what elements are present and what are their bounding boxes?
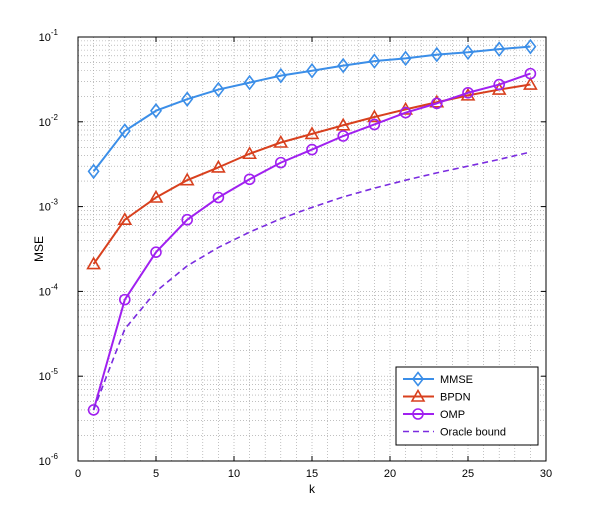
data-point-omp (243, 173, 256, 186)
data-point-bpdn (148, 189, 164, 203)
series-line-omp (92, 72, 531, 411)
legend-entry-oracle-bound: Oracle bound (403, 427, 506, 439)
series-line-mmse (92, 45, 531, 173)
x-tick-label: 25 (462, 468, 474, 480)
legend-entry-mmse: MMSE (403, 371, 473, 387)
data-point-mmse (243, 74, 256, 91)
legend-entry-bpdn: BPDN (403, 388, 471, 404)
legend-label-omp: OMP (440, 409, 465, 421)
data-point-mmse (212, 81, 225, 98)
data-point-bpdn (86, 256, 101, 270)
data-point-omp (337, 130, 350, 142)
data-point-omp (493, 78, 506, 91)
x-tick-label: 15 (306, 468, 318, 480)
series-omp (87, 67, 537, 416)
data-point-bpdn (179, 172, 195, 186)
data-point-mmse (399, 50, 412, 67)
x-tick-label: 30 (540, 468, 552, 480)
data-point-mmse (274, 67, 287, 84)
data-point-omp (462, 86, 474, 99)
data-point-mmse (493, 41, 506, 57)
data-point-mmse (118, 123, 131, 139)
data-point-bpdn (117, 212, 133, 226)
data-point-bpdn (273, 134, 289, 148)
data-point-bpdn (335, 117, 351, 131)
data-point-mmse (461, 44, 475, 61)
x-axis-label: k (309, 482, 316, 496)
data-point-omp (181, 213, 193, 226)
data-point-omp (150, 246, 162, 258)
data-point-mmse (87, 163, 100, 180)
data-point-omp (119, 293, 131, 306)
data-point-bpdn (523, 76, 538, 90)
data-point-omp (87, 404, 100, 416)
legend-entry-omp: OMP (403, 408, 465, 421)
data-point-mmse (149, 102, 163, 119)
data-point-mmse (368, 53, 381, 69)
data-point-mmse (430, 46, 443, 63)
data-point-bpdn (304, 126, 320, 140)
data-point-omp (399, 106, 412, 119)
data-point-bpdn (367, 109, 382, 123)
data-point-mmse (337, 57, 350, 74)
series-line-bpdn (92, 83, 531, 265)
x-tick-label: 20 (384, 468, 396, 480)
plot-series (86, 38, 538, 416)
x-tick-label: 10 (228, 468, 240, 480)
legend-label-mmse: MMSE (440, 374, 473, 386)
data-point-mmse (305, 62, 319, 79)
data-point-mmse (524, 38, 537, 55)
data-point-bpdn (211, 159, 226, 173)
legend-label-bpdn: BPDN (440, 392, 471, 404)
data-point-omp (368, 118, 381, 131)
x-tick-label: 5 (153, 468, 159, 480)
data-point-omp (430, 97, 443, 110)
legend-label-oracle-bound: Oracle bound (440, 427, 506, 439)
series-line-oracle-bound (92, 151, 531, 411)
data-point-omp (524, 67, 537, 80)
legend-marker-bpdn (410, 388, 426, 402)
data-point-omp (306, 143, 318, 156)
series-oracle-bound (92, 151, 531, 411)
legend-marker-omp (412, 408, 424, 420)
data-point-omp (212, 191, 225, 204)
series-mmse (87, 38, 537, 180)
y-axis-label: MSE (32, 236, 46, 262)
data-point-mmse (181, 91, 194, 107)
legend-marker-mmse (411, 371, 425, 387)
legend: MMSE BPDN OMP Oracle bound (395, 366, 539, 446)
data-point-omp (274, 156, 287, 169)
x-tick-label: 0 (75, 468, 81, 480)
data-point-bpdn (242, 146, 257, 160)
